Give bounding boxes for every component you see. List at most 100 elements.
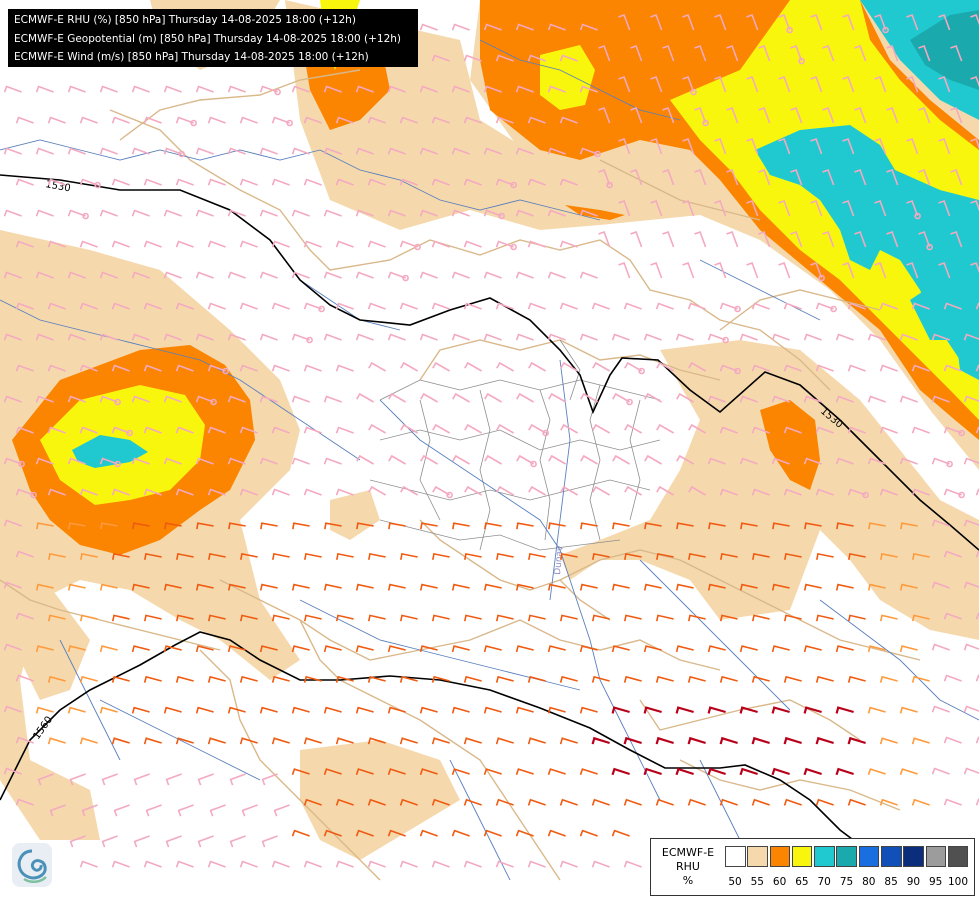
wind-barb <box>867 706 886 714</box>
wind-barb <box>271 675 290 683</box>
wind-barb <box>47 488 66 496</box>
wind-barb <box>79 860 98 868</box>
wind-barb <box>874 13 889 34</box>
wind-barb <box>335 116 354 124</box>
wind-barb <box>335 364 354 372</box>
wind-barb <box>67 333 86 341</box>
wind-barb <box>771 767 790 776</box>
wind-barb <box>131 645 150 653</box>
wind-barb <box>47 302 66 310</box>
wind-barb <box>707 395 726 403</box>
wind-barb <box>207 116 226 124</box>
wind-barb <box>79 302 98 310</box>
wind-barb <box>207 302 226 310</box>
wind-barb <box>751 364 770 372</box>
wind-barb <box>291 271 310 279</box>
wind-barb <box>3 643 22 651</box>
wind-barb <box>303 364 322 372</box>
wind-barb <box>874 261 887 279</box>
wind-barb <box>611 333 630 341</box>
legend-swatch <box>747 846 768 867</box>
wind-barb <box>131 395 150 403</box>
wind-barb <box>675 706 694 714</box>
wind-barb <box>143 488 162 496</box>
wind-barb <box>899 457 918 465</box>
wind-barb <box>547 333 566 341</box>
wind-barb <box>822 230 835 248</box>
wind-barb <box>145 804 162 817</box>
wind-barb <box>432 485 453 499</box>
wind-barb <box>195 271 214 279</box>
wind-barb <box>630 168 643 186</box>
wind-barb <box>963 457 979 465</box>
wind-barb <box>79 116 98 124</box>
wind-barb <box>335 426 354 434</box>
wind-barb <box>598 168 613 189</box>
wind-barb <box>918 230 933 251</box>
wind-barb <box>950 168 963 186</box>
wind-barb <box>15 612 34 620</box>
wind-barb <box>618 261 631 279</box>
wind-barb <box>911 364 930 372</box>
wind-barb <box>515 209 534 217</box>
wind-barb <box>67 583 86 591</box>
wind-barb <box>719 302 741 313</box>
wind-barb <box>931 457 953 468</box>
wind-barb <box>463 54 482 62</box>
wind-barb <box>579 768 598 776</box>
wind-barb <box>880 552 898 560</box>
wind-barb <box>131 85 150 93</box>
wind-barb <box>559 614 578 622</box>
wind-barb <box>943 736 962 744</box>
wind-barb <box>67 271 86 279</box>
wind-barb <box>196 522 214 530</box>
wind-barb <box>259 583 278 591</box>
wind-barb <box>726 168 739 186</box>
wind-barb <box>303 860 322 868</box>
wind-barb <box>931 519 950 527</box>
wind-barb <box>175 178 194 186</box>
wind-barb <box>783 614 802 622</box>
wind-barb <box>559 178 578 186</box>
wind-barb <box>303 614 322 622</box>
wind-barb <box>400 552 418 560</box>
wind-barb <box>720 552 738 560</box>
wind-barb <box>335 737 354 745</box>
wind-barb <box>707 706 726 714</box>
wind-barb <box>3 395 22 403</box>
legend-swatch <box>814 846 835 867</box>
wind-barb <box>495 116 514 124</box>
wind-barb <box>79 488 98 496</box>
wind-barb <box>388 454 407 465</box>
wind-barb <box>726 44 739 62</box>
wind-barb <box>746 261 759 279</box>
wind-barb <box>131 209 150 217</box>
wind-barb <box>963 705 979 713</box>
wind-barb <box>451 271 470 279</box>
wind-barb <box>527 178 546 186</box>
wind-barb <box>47 178 66 186</box>
wind-barb <box>36 522 54 530</box>
wind-barb <box>527 798 546 806</box>
wind-barb <box>810 75 823 93</box>
wind-barb <box>899 395 918 403</box>
wind-barb <box>515 829 534 837</box>
wind-barb <box>739 767 758 776</box>
wind-barb <box>496 485 515 496</box>
wind-barb <box>195 395 217 406</box>
wind-barb <box>611 829 630 837</box>
wind-barb <box>623 736 642 745</box>
wind-barb <box>131 333 150 341</box>
wind-barb <box>739 395 758 403</box>
wind-barb <box>548 392 567 403</box>
wind-barb <box>463 798 482 806</box>
wind-barb <box>707 457 726 465</box>
wind-barb <box>175 488 194 496</box>
wind-barb <box>676 454 695 465</box>
wind-barb <box>239 116 258 124</box>
wind-barb <box>208 552 226 560</box>
legend-tick: 75 <box>839 876 854 888</box>
map-title-box: ECMWF-E RHU (%) [850 hPa] Thursday 14-08… <box>8 9 418 67</box>
wind-barb <box>227 583 246 591</box>
